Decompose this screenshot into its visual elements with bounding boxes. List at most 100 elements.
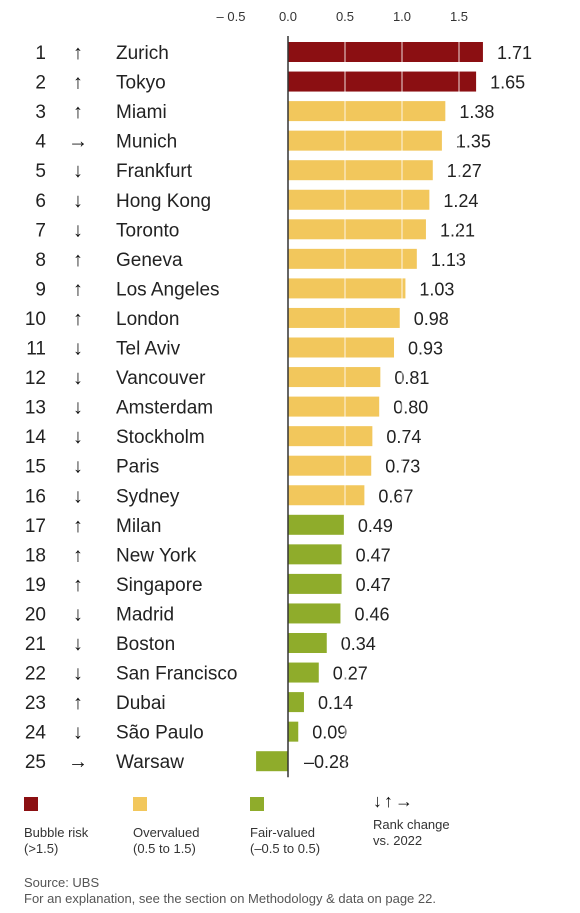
chart-row: 3 ↑ Miami 1.38 — [35, 101, 494, 123]
rank-change-down-icon: ↓ — [73, 456, 83, 478]
value-label: 1.21 — [440, 220, 475, 240]
rank-number: 3 — [35, 102, 46, 123]
bar — [288, 544, 342, 565]
value-label: 0.09 — [312, 723, 347, 743]
value-label: 0.74 — [386, 427, 421, 447]
rank-number: 22 — [25, 664, 46, 685]
legend-rank-label: Rank change — [373, 817, 450, 832]
rank-change-up-icon: ↑ — [73, 692, 83, 714]
chart-row: 5 ↓ Frankfurt 1.27 — [35, 160, 482, 182]
rank-number: 4 — [35, 132, 46, 153]
legend-bubble-label: Bubble risk — [24, 825, 89, 840]
chart-row: 14 ↓ Stockholm 0.74 — [25, 426, 421, 448]
value-label: 1.13 — [431, 250, 466, 270]
rank-change-down-icon: ↓ — [73, 397, 83, 419]
chart-row: 6 ↓ Hong Kong 1.24 — [35, 189, 478, 212]
x-tick-label: 1.0 — [393, 9, 411, 24]
rank-change-down-icon: ↓ — [73, 633, 83, 655]
bubble-index-chart: – 0.5 0.0 0.5 1.0 1.5 1 ↑ Zurich 1.71 2 ↑ Tokyo 1.6… — [25, 9, 532, 778]
bar — [288, 603, 341, 624]
legend-fair-valued: Fair-valued (–0.5 to 0.5) — [250, 797, 320, 857]
legend-overvalued-label: Overvalued — [133, 825, 200, 840]
city-label: Munich — [116, 132, 177, 153]
bar — [288, 573, 342, 594]
city-label: Tel Aviv — [116, 339, 181, 360]
value-label: 0.98 — [414, 309, 449, 329]
rank-change-down-icon: ↓ — [73, 367, 83, 389]
city-label: Milan — [116, 516, 161, 537]
rank-number: 10 — [25, 309, 46, 330]
chart-row: 12 ↓ Vancouver 0.81 — [25, 367, 429, 389]
value-label: 0.47 — [356, 575, 391, 595]
bar — [288, 307, 400, 328]
city-label: Los Angeles — [116, 279, 220, 300]
x-tick-label: 0.5 — [336, 9, 354, 24]
rank-number: 15 — [25, 457, 46, 478]
gridlines — [344, 38, 460, 776]
bar — [288, 160, 433, 181]
chart-row: 18 ↑ New York 0.47 — [25, 544, 391, 566]
rank-change-down-icon: ↓ — [73, 338, 83, 360]
rank-number: 20 — [25, 604, 46, 625]
value-label: 1.27 — [447, 161, 482, 181]
city-label: Frankfurt — [116, 161, 193, 182]
rank-number: 23 — [25, 693, 46, 714]
bar — [288, 278, 406, 299]
rank-change-down-icon: ↓ — [73, 603, 83, 625]
bar — [288, 721, 299, 742]
city-label: Tokyo — [116, 73, 166, 94]
value-label: 1.24 — [443, 191, 478, 211]
value-label: 0.46 — [354, 604, 389, 624]
city-label: Vancouver — [116, 368, 206, 389]
value-label: 0.73 — [385, 457, 420, 477]
rank-number: 17 — [25, 516, 46, 537]
city-label: Zurich — [116, 43, 169, 64]
rank-number: 21 — [25, 634, 46, 655]
rank-number: 14 — [25, 427, 47, 448]
legend-rank-sub: vs. 2022 — [373, 833, 423, 848]
legend-fair-valued-range: (–0.5 to 0.5) — [250, 841, 321, 856]
city-label: Geneva — [116, 250, 183, 271]
rank-change-up-icon: ↑ — [73, 515, 83, 537]
bar — [288, 337, 395, 358]
chart-rows: 1 ↑ Zurich 1.71 2 ↑ Tokyo 1.65 3 ↑ Miami 1.38 4 → Muni… — [25, 42, 532, 773]
methodology-note: For an explanation, see the section on M… — [24, 891, 436, 906]
legend-bubble: Bubble risk (>1.5) — [24, 797, 88, 857]
bar — [288, 71, 477, 92]
bar — [288, 367, 381, 388]
legend-rank-arrows-icon: ↓↑→ — [373, 791, 415, 811]
value-label: 0.34 — [341, 634, 376, 654]
chart-row: 24 ↓ São Paulo 0.09 — [25, 721, 347, 744]
rank-change-down-icon: ↓ — [73, 190, 83, 212]
rank-number: 18 — [25, 545, 46, 566]
rank-change-down-icon: ↓ — [73, 160, 83, 182]
x-tick-label: 1.5 — [450, 9, 468, 24]
bar — [288, 485, 365, 506]
city-label: Amsterdam — [116, 398, 213, 419]
city-label: Stockholm — [116, 427, 205, 448]
value-label: 0.47 — [356, 545, 391, 565]
rank-change-down-icon: ↓ — [73, 426, 83, 448]
value-label: –0.28 — [304, 752, 349, 772]
rank-change-down-icon: ↓ — [73, 663, 83, 685]
city-label: Miami — [116, 102, 167, 123]
chart-row: 2 ↑ Tokyo 1.65 — [35, 71, 525, 94]
value-label: 0.81 — [394, 368, 429, 388]
chart-row: 4 → Munich 1.35 — [35, 130, 491, 153]
bar — [288, 514, 344, 535]
chart-row: 11 ↓ Tel Aviv 0.93 — [26, 337, 443, 360]
rank-number: 16 — [25, 486, 46, 507]
rank-number: 8 — [35, 250, 46, 271]
city-label: Singapore — [116, 575, 203, 596]
x-tick-label: 0.0 — [279, 9, 297, 24]
rank-number: 19 — [25, 575, 46, 596]
bar — [288, 42, 483, 62]
city-label: Dubai — [116, 693, 166, 714]
bar — [288, 662, 319, 683]
rank-change-up-icon: ↑ — [73, 308, 83, 330]
legend-fair-valued-swatch — [250, 797, 264, 811]
chart-row: 20 ↓ Madrid 0.46 — [25, 603, 389, 625]
legend-bubble-swatch — [24, 797, 38, 811]
rank-number: 1 — [35, 43, 46, 64]
bar — [288, 248, 417, 269]
